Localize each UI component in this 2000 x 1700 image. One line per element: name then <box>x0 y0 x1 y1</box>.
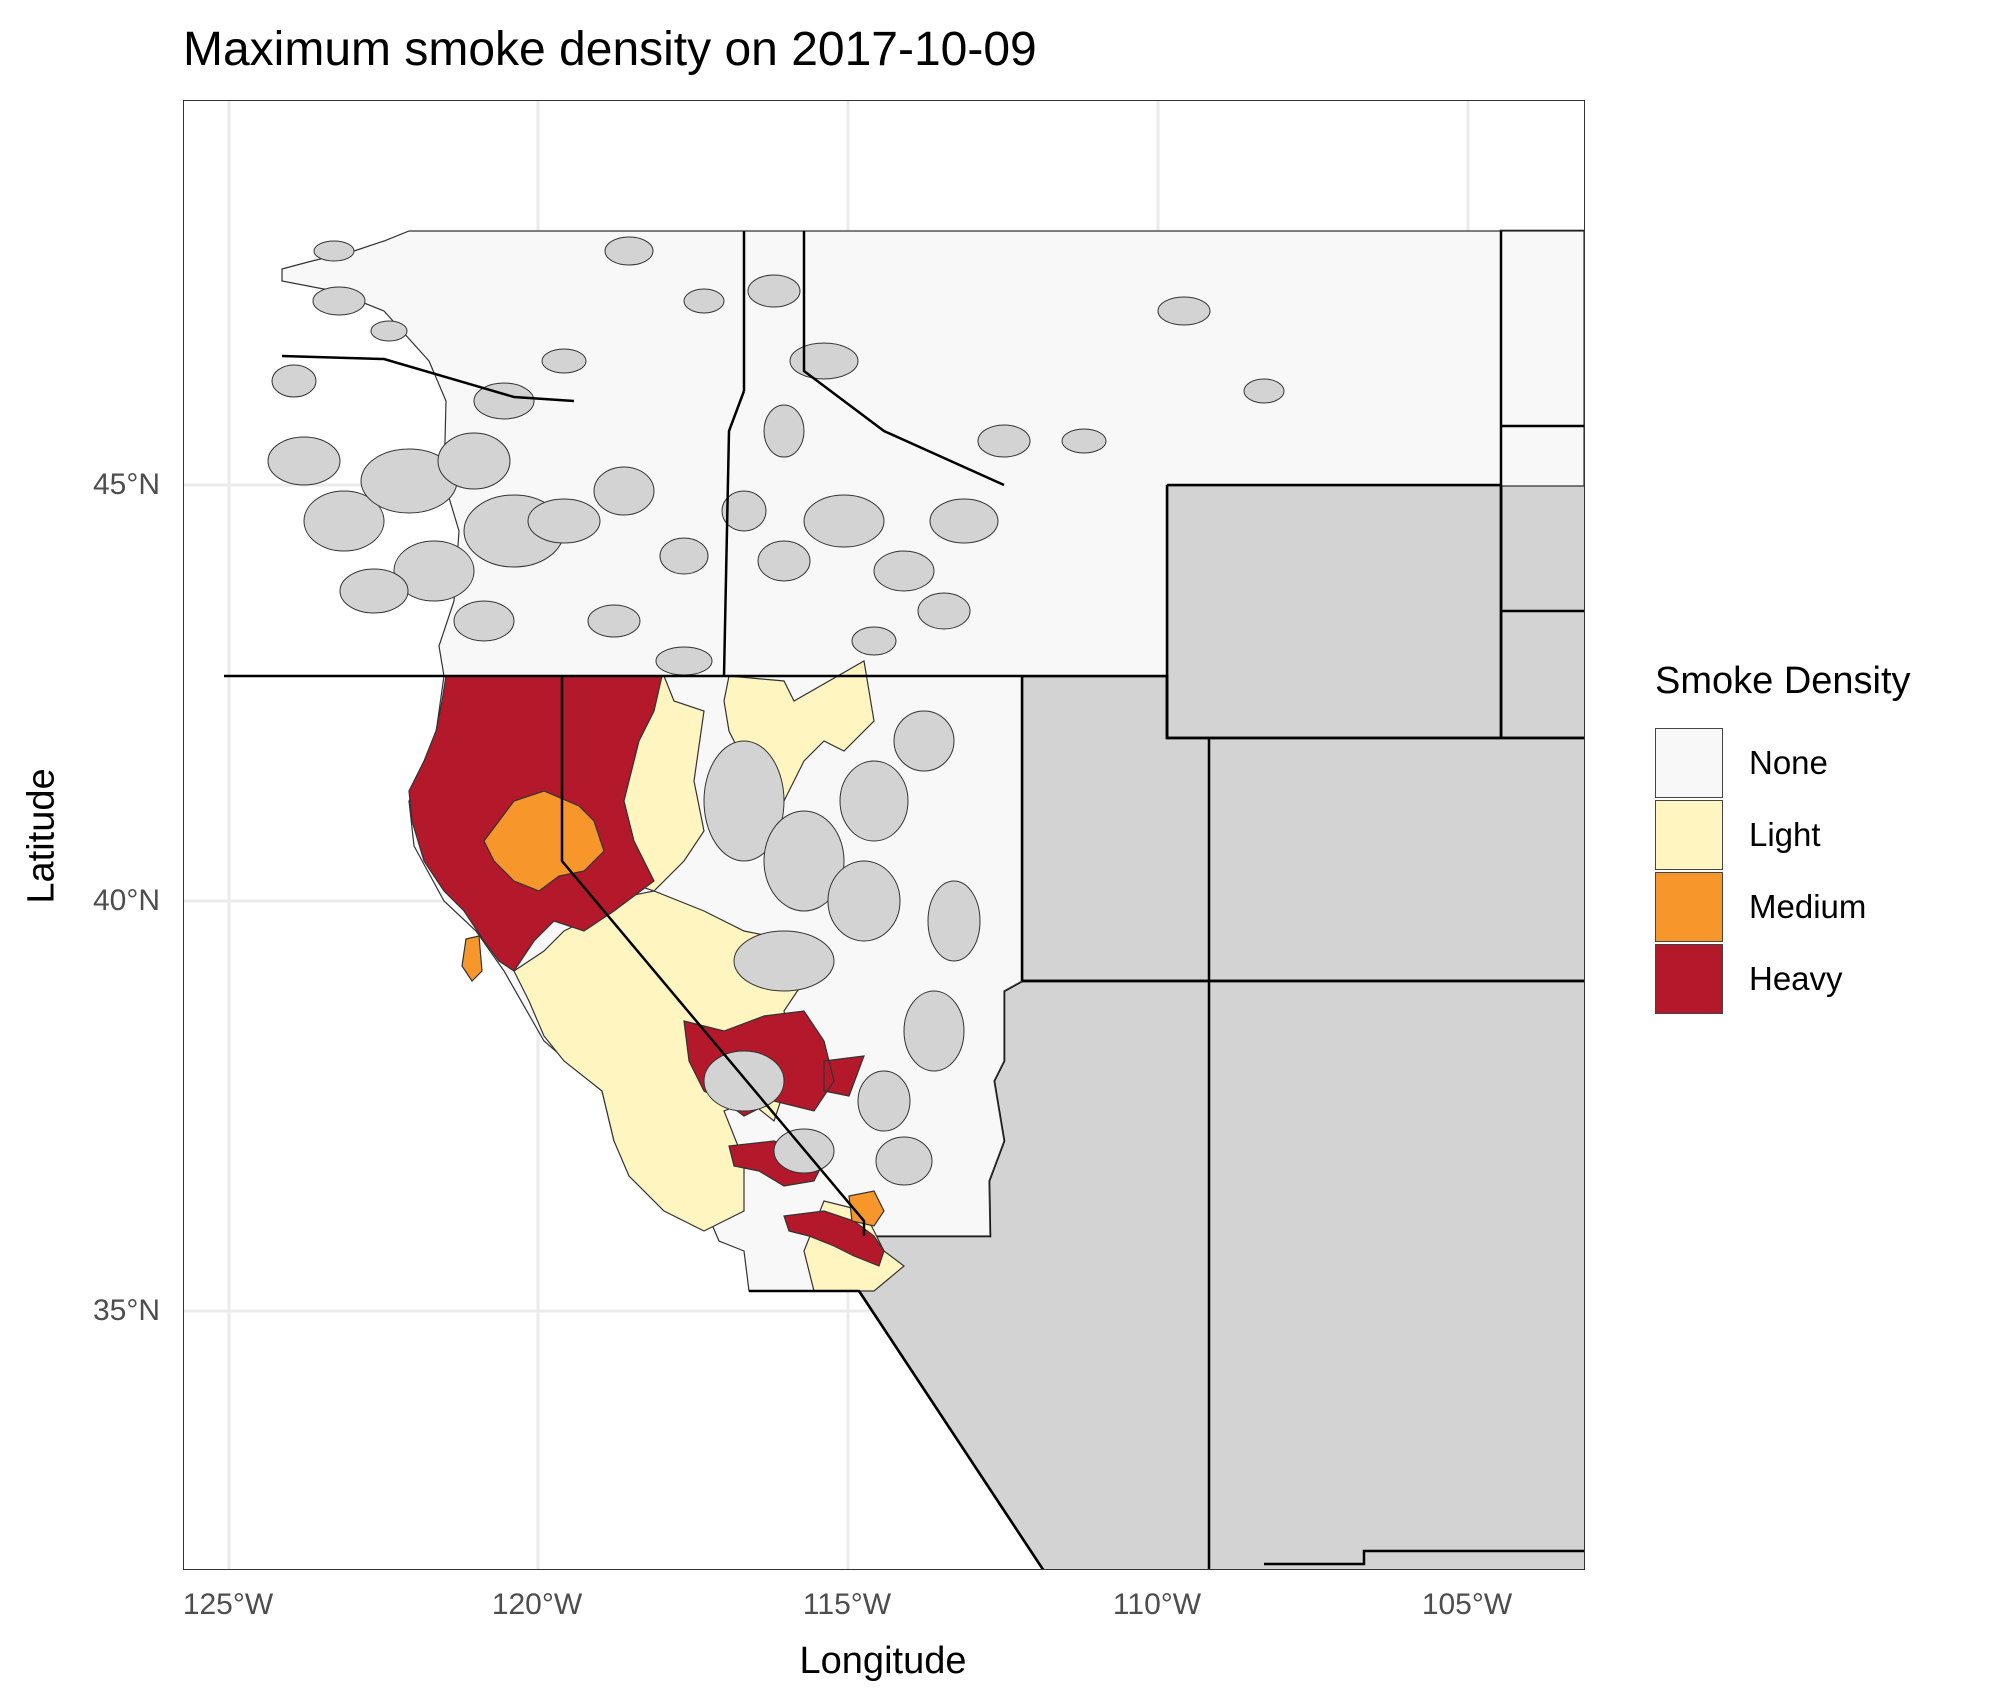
no-data-county <box>659 537 709 575</box>
no-data-county <box>593 466 655 516</box>
no-data-county <box>1243 378 1285 404</box>
y-axis-label: Latitude <box>20 768 63 904</box>
no-data-county <box>917 592 971 630</box>
legend-swatch-heavy <box>1655 944 1723 1014</box>
no-data-county <box>763 404 805 458</box>
no-data-county <box>721 490 767 532</box>
no-data-county <box>473 382 535 420</box>
x-tick-label: 105°W <box>1421 1588 1513 1621</box>
no-data-county <box>703 740 785 862</box>
map-panel <box>183 100 1585 1570</box>
no-data-county <box>763 810 845 912</box>
legend-items: None Light Medium Heavy <box>1655 727 1911 1015</box>
legend-label: Light <box>1749 816 1821 853</box>
no-data-county <box>803 494 885 548</box>
legend-swatch-none <box>1655 728 1723 798</box>
no-data-county <box>527 498 601 544</box>
legend-item-medium: Medium <box>1655 871 1911 943</box>
x-axis-label: Longitude <box>799 1640 967 1682</box>
y-tick-label: 40°N <box>92 884 160 917</box>
no-data-county <box>873 550 935 592</box>
legend-item-none: None <box>1655 727 1911 799</box>
no-data-county <box>1061 428 1107 454</box>
region-medium-sacramento <box>483 790 605 892</box>
no-data-county <box>747 274 801 308</box>
state-borders <box>224 231 1584 1569</box>
no-data-county <box>683 288 725 314</box>
no-data-county <box>893 710 955 772</box>
legend-title: Smoke Density <box>1655 660 1911 702</box>
no-data-county <box>313 240 355 262</box>
no-data-county <box>757 540 811 582</box>
region-medium-bay-area <box>461 935 483 982</box>
no-data-county <box>977 424 1031 458</box>
no-data-county <box>453 600 515 642</box>
region-heavy-los-angeles <box>783 1210 885 1267</box>
no-data-county <box>703 1050 785 1112</box>
no-data-county <box>1157 296 1211 326</box>
border-nm-tx <box>1264 1549 1584 1566</box>
no-data-county <box>903 990 965 1072</box>
x-tick-label: 115°W <box>802 1588 892 1621</box>
no-data-county <box>370 320 408 342</box>
border-wa-or <box>281 354 575 403</box>
no-data-county <box>267 436 341 486</box>
legend-swatch-medium <box>1655 872 1723 942</box>
no-data-county <box>312 286 366 316</box>
no-data-county <box>339 568 409 614</box>
border-id-or <box>722 390 746 677</box>
no-data-county <box>303 490 385 552</box>
no-data-county <box>393 540 475 602</box>
legend-label: Heavy <box>1749 960 1843 997</box>
no-data-county <box>827 860 901 942</box>
no-data-county <box>929 498 999 544</box>
no-data-county <box>541 348 587 374</box>
no-data-county <box>604 236 654 266</box>
y-tick-label: 35°N <box>92 1294 160 1327</box>
no-data-county <box>927 880 981 962</box>
no-data-county <box>789 342 859 380</box>
no-data-wyoming <box>1165 483 1503 740</box>
border-mexico <box>749 1289 1045 1569</box>
legend: Smoke Density None Light Medium Heavy <box>1655 660 1911 1015</box>
border-ca-nv <box>560 676 866 1236</box>
legend-label: Medium <box>1749 888 1867 925</box>
x-tick-label: 125°W <box>182 1588 274 1621</box>
region-medium-san-bernardino <box>848 1190 885 1227</box>
border-ut-wy <box>1022 674 1584 740</box>
no-data-county <box>839 760 909 842</box>
legend-item-light: Light <box>1655 799 1911 871</box>
no-data-county <box>437 432 511 490</box>
legend-label: None <box>1749 744 1828 781</box>
map-svg <box>184 101 1584 1569</box>
no-data-county <box>857 1070 911 1132</box>
no-data-counties <box>267 236 1285 1186</box>
x-tick-label: 110°W <box>1112 1588 1202 1621</box>
no-data-county <box>587 604 641 638</box>
y-tick-label: 45°N <box>92 468 160 501</box>
x-tick-label: 120°W <box>491 1588 583 1621</box>
no-data-county <box>271 364 317 398</box>
no-data-county <box>733 930 835 992</box>
no-data-county <box>875 1136 933 1186</box>
no-data-county <box>851 626 897 656</box>
no-data-county <box>655 646 713 676</box>
border-id-mt <box>802 231 1005 487</box>
legend-item-heavy: Heavy <box>1655 943 1911 1015</box>
chart-title: Maximum smoke density on 2017-10-09 <box>183 23 1037 76</box>
legend-swatch-light <box>1655 800 1723 870</box>
